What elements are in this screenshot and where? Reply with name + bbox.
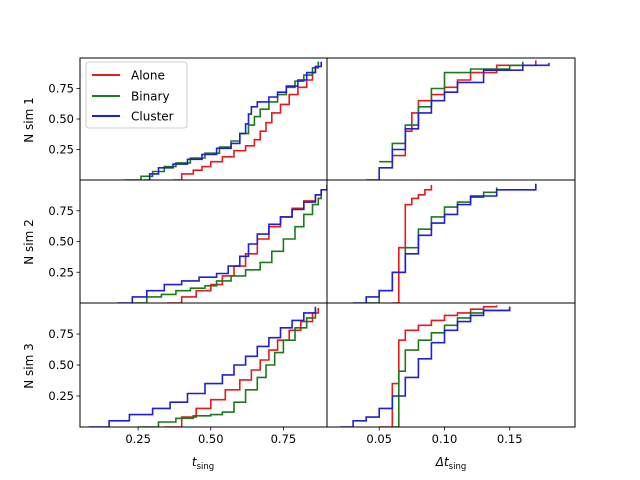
panel-r3c1: 0.25 0.50 0.75 0.25 0.50 0.75 xyxy=(48,302,328,446)
panel-r1c1-ytick-label: 0.25 xyxy=(48,143,74,157)
panel-r2c2 xyxy=(326,179,576,304)
panel-r2c2-series-group xyxy=(353,183,537,303)
panel-r2c1-series-group xyxy=(117,184,327,303)
panel-r2c1-ytick-label: 0.25 xyxy=(48,265,74,279)
x-axis-label-left: tsing xyxy=(192,455,214,472)
panel-r3c1-line-alone xyxy=(164,308,320,427)
panel-r3c1-xtick-label: 0.75 xyxy=(271,432,297,446)
panel-r3c2-line-binary xyxy=(392,306,511,427)
legend-frame xyxy=(85,61,188,129)
x-axis-label-left-sub: sing xyxy=(197,462,215,472)
panel-r1c1-ytick-label: 0.75 xyxy=(48,82,74,96)
row-label-2: N sim 2 xyxy=(22,219,36,265)
x-axis-label-left-main: t xyxy=(192,455,198,469)
panel-r2c1-line-binary xyxy=(132,194,322,303)
panel-r3c1-xtick-label: 0.25 xyxy=(125,432,151,446)
panel-r3c1-ytick-label: 0.75 xyxy=(48,327,74,341)
panel-r1c1-series-group xyxy=(123,61,322,180)
panel-r3c2-frame xyxy=(326,302,576,428)
panel-r2c2-line-binary xyxy=(366,187,498,303)
legend-label-binary: Binary xyxy=(131,90,170,104)
panel-r1c1-line-alone xyxy=(173,61,320,180)
panel-r3c1-ytick-label: 0.50 xyxy=(48,358,74,372)
panel-r1c1-line-cluster xyxy=(143,61,322,180)
legend-label-cluster: Cluster xyxy=(131,110,174,124)
x-axis-label-right: Δtsing xyxy=(435,455,467,472)
panel-r2c2-line-alone xyxy=(392,184,433,303)
panel-r3c1-line-cluster xyxy=(88,306,317,427)
panel-r2c2-line-cluster xyxy=(353,183,537,303)
panel-r3c2-line-cluster xyxy=(340,306,511,427)
legend: Alone Binary Cluster xyxy=(85,61,188,129)
panel-r3c2-series-group xyxy=(340,305,511,427)
panel-r3c2: 0.05 0.10 0.15 xyxy=(326,302,576,446)
x-axis-label-right-sub: sing xyxy=(449,462,467,472)
panel-r3c1-ytick-label: 0.25 xyxy=(48,389,74,403)
panel-r1c2 xyxy=(326,57,576,181)
panel-r3c1-xtick-label: 0.50 xyxy=(198,432,224,446)
panel-r2c1-ytick-label: 0.75 xyxy=(48,204,74,218)
panel-r2c1-line-cluster xyxy=(117,184,327,303)
panel-r2c1: 0.25 0.50 0.75 xyxy=(48,179,328,304)
panel-r3c2-xtick-label: 0.05 xyxy=(366,432,392,446)
panel-r1c2-frame xyxy=(326,57,576,181)
panel-r1c2-series-group xyxy=(366,60,550,180)
panel-r3c2-line-alone xyxy=(379,305,498,427)
panel-r1c2-line-alone xyxy=(392,60,537,157)
panel-r3c2-xtick-label: 0.10 xyxy=(432,432,458,446)
row-label-1: N sim 1 xyxy=(22,97,36,143)
panel-r1c1-line-binary xyxy=(123,61,320,180)
panel-r3c1-line-binary xyxy=(138,309,317,427)
panel-r3c2-xtick-label: 0.15 xyxy=(497,432,523,446)
panel-r3c1-series-group xyxy=(88,306,320,427)
panel-r1c1-ytick-label: 0.50 xyxy=(48,112,74,126)
legend-label-alone: Alone xyxy=(131,69,165,83)
panel-r1c2-line-binary xyxy=(379,61,524,163)
row-label-3: N sim 3 xyxy=(22,343,36,389)
panel-r2c1-frame xyxy=(79,179,328,304)
panels-grid: 0.250.500.750.250.500.750.250.500.750.25… xyxy=(48,57,576,446)
panel-r1c2-line-cluster xyxy=(366,62,550,180)
panel-r2c2-frame xyxy=(326,179,576,304)
panel-r2c1-line-alone xyxy=(167,189,322,303)
x-axis-label-right-main: Δt xyxy=(435,455,450,469)
panel-r2c1-ytick-label: 0.50 xyxy=(48,235,74,249)
